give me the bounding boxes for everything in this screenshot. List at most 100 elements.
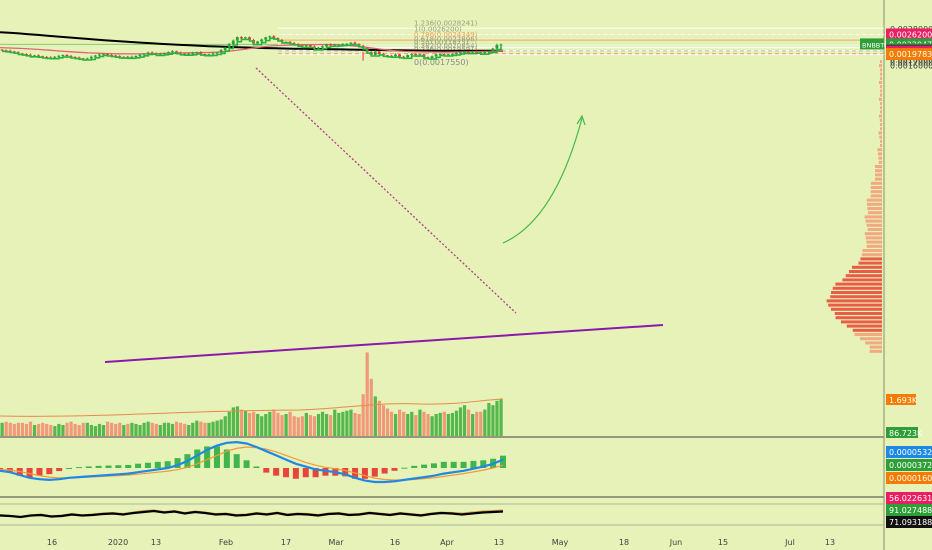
volume-profile-bar bbox=[880, 93, 882, 97]
osc-badge bbox=[886, 504, 932, 516]
candle-body bbox=[377, 51, 381, 54]
volume-bar bbox=[406, 414, 410, 436]
time-tick-label: May bbox=[552, 538, 569, 547]
fib-label: 1(0.0026200) bbox=[414, 25, 462, 33]
volume-bar bbox=[215, 420, 219, 436]
volume-bar bbox=[345, 410, 349, 436]
time-tick-label: 13 bbox=[825, 538, 835, 547]
volume-profile-bar bbox=[878, 156, 882, 160]
volume-bar bbox=[20, 422, 25, 436]
symbol-label: BNBBTC bbox=[862, 41, 889, 49]
volume-bar bbox=[24, 423, 29, 436]
volume-badge-label: 86.723K bbox=[889, 429, 923, 438]
volume-bar bbox=[203, 422, 207, 436]
fib-label: 0.236(0.0019591) bbox=[414, 46, 478, 54]
volume-bar bbox=[138, 425, 142, 436]
volume-profile-bar bbox=[869, 349, 882, 353]
volume-bar bbox=[170, 423, 175, 436]
volume-profile-bar bbox=[870, 190, 882, 194]
volume-bar bbox=[162, 422, 167, 436]
candle-body bbox=[442, 54, 446, 56]
volume-profile-bar bbox=[880, 123, 882, 126]
volume-profile-bar bbox=[874, 165, 882, 168]
volume-bar bbox=[385, 408, 390, 436]
macd-histogram-bar bbox=[46, 468, 53, 475]
volume-profile-bar bbox=[865, 219, 882, 223]
volume-bar bbox=[329, 415, 333, 436]
volume-profile-bar bbox=[846, 324, 882, 328]
volume-bar bbox=[316, 414, 321, 436]
volume-bar bbox=[223, 416, 227, 436]
volume-profile-bar bbox=[830, 307, 882, 311]
volume-bar bbox=[373, 396, 377, 436]
volume-bar bbox=[12, 423, 16, 436]
macd-histogram-bar bbox=[154, 461, 161, 468]
macd-histogram-bar bbox=[381, 468, 388, 474]
volume-badge bbox=[886, 427, 918, 438]
macd-histogram-bar bbox=[66, 468, 73, 469]
candle-body bbox=[260, 39, 264, 42]
macd-badge bbox=[886, 446, 932, 458]
volume-bar bbox=[252, 411, 256, 436]
candle-body bbox=[170, 51, 174, 53]
volume-profile-bar bbox=[866, 223, 882, 227]
candle-body bbox=[122, 56, 126, 58]
candle-body bbox=[93, 55, 97, 57]
volume-bar bbox=[288, 411, 292, 436]
candle-body bbox=[166, 52, 170, 54]
volume-bar bbox=[53, 426, 57, 436]
fib-label: 1.236(0.0028241) bbox=[414, 19, 478, 27]
volume-bar bbox=[73, 423, 77, 436]
volume-bar bbox=[499, 398, 503, 436]
price-panel[interactable]: 1.236(0.0028241)1(0.0026200)0.786(0.0024… bbox=[0, 19, 884, 363]
candle-body bbox=[106, 54, 109, 56]
candle-body bbox=[446, 54, 450, 56]
volume-bar bbox=[243, 410, 248, 436]
volume-badge bbox=[886, 394, 916, 405]
candle-body bbox=[235, 37, 239, 41]
macd-histogram-bar bbox=[125, 464, 132, 468]
volume-bar bbox=[105, 421, 110, 436]
candle-body bbox=[57, 55, 61, 57]
candle-body bbox=[438, 54, 442, 56]
volume-profile-bar bbox=[880, 89, 882, 93]
volume-profile-bar bbox=[880, 144, 882, 147]
volume-profile-bar bbox=[848, 270, 882, 273]
volume-profile-bar bbox=[880, 72, 882, 76]
time-tick-label: Mar bbox=[328, 538, 344, 547]
volume-bar bbox=[300, 416, 304, 436]
macd-histogram-bar bbox=[36, 468, 43, 476]
macd-histogram-bar bbox=[85, 466, 92, 468]
candle-body bbox=[430, 56, 434, 58]
price-badge-label: 0.0026200 bbox=[889, 30, 932, 39]
candle-body bbox=[337, 44, 341, 46]
volume-profile-bar bbox=[878, 81, 882, 84]
volume-profile-bar bbox=[828, 303, 882, 307]
volume-bar bbox=[495, 400, 499, 436]
volume-profile-bar bbox=[878, 160, 882, 164]
volume-bar bbox=[126, 423, 130, 436]
candle-body bbox=[414, 54, 418, 56]
candle-body bbox=[325, 44, 328, 47]
candle-body bbox=[463, 51, 466, 53]
volume-bar bbox=[434, 414, 438, 436]
price-axis[interactable]: 0.00280000.00270000.00250000.00240000.00… bbox=[860, 25, 932, 528]
candle-body bbox=[162, 53, 166, 55]
volume-bar bbox=[158, 425, 162, 436]
fib-label: 0.382(0.0020854) bbox=[414, 42, 478, 50]
volume-bar bbox=[341, 411, 345, 436]
volume-bar bbox=[280, 415, 284, 436]
candle-body bbox=[231, 40, 235, 44]
macd-panel bbox=[0, 440, 506, 484]
volume-bar bbox=[235, 406, 240, 436]
candle-body bbox=[349, 42, 353, 44]
macd-histogram-bar bbox=[233, 454, 240, 468]
volume-profile-bar bbox=[845, 274, 882, 278]
time-axis[interactable]: 16 2020 13 Feb 17 Mar 16 Apr 13 May 18 Jun 15 Jul 13 bbox=[47, 538, 835, 547]
time-tick-label: Jul bbox=[784, 538, 795, 547]
fib-label: 0.786(0.0024349) bbox=[414, 31, 478, 39]
candle-body bbox=[483, 51, 487, 54]
volume-bar bbox=[393, 414, 398, 436]
macd-histogram-bar bbox=[450, 461, 457, 468]
